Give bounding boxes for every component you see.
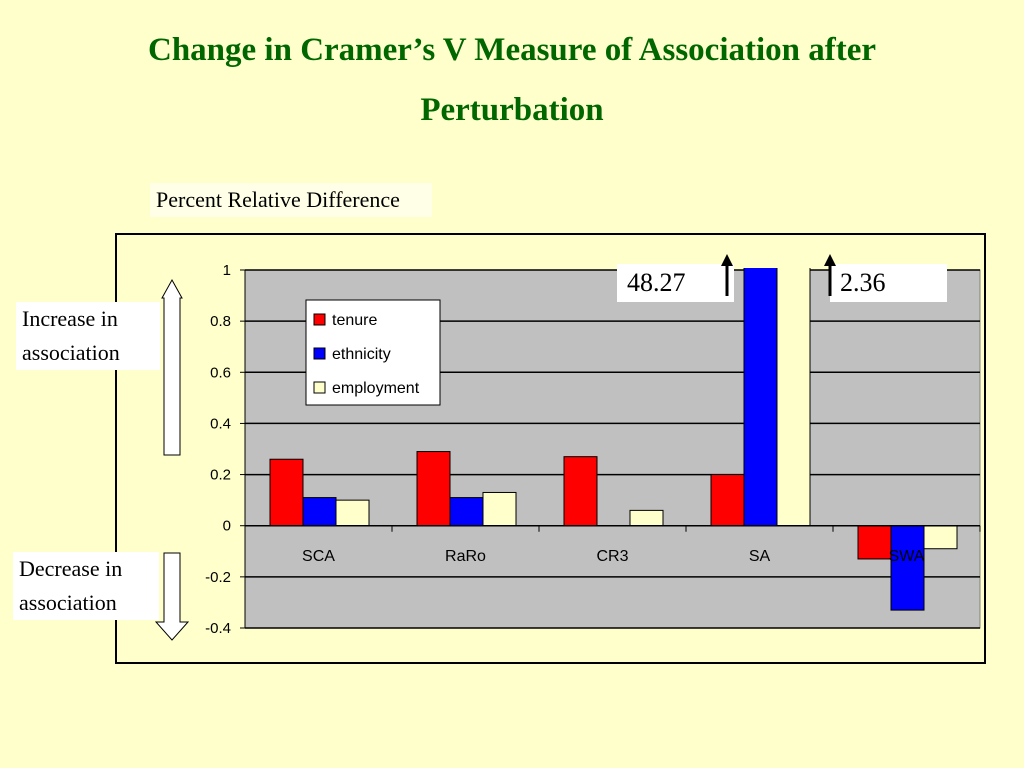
y-tick-label: 1 bbox=[223, 262, 231, 279]
bar bbox=[269, 458, 304, 527]
y-tick-label: 0 bbox=[223, 518, 231, 535]
overflow-arrowhead bbox=[824, 254, 836, 266]
overflow-label-box bbox=[830, 264, 947, 302]
bar bbox=[629, 509, 664, 527]
bar bbox=[563, 456, 598, 527]
decrease-arrow bbox=[154, 552, 190, 641]
legend-swatch bbox=[313, 347, 326, 360]
legend-label: tenure bbox=[332, 312, 377, 329]
value-label: 2.36 bbox=[840, 268, 886, 297]
bar bbox=[710, 474, 745, 527]
bars bbox=[269, 268, 958, 611]
x-tick-label: CR3 bbox=[596, 548, 628, 565]
bar bbox=[776, 268, 811, 527]
legend: tenure ethnicity employment bbox=[305, 299, 441, 406]
overflow-arrowhead bbox=[721, 254, 733, 266]
bar bbox=[890, 525, 925, 611]
bar bbox=[923, 525, 958, 550]
annotation: Increase in association bbox=[16, 302, 160, 370]
bar bbox=[449, 497, 484, 527]
y-tick-label: -0.2 bbox=[205, 569, 231, 586]
legend-label: employment bbox=[332, 380, 420, 397]
overflow-label-box bbox=[617, 264, 734, 302]
y-axis-label: Percent Relative Difference bbox=[150, 183, 432, 217]
bar bbox=[302, 497, 337, 527]
bar bbox=[482, 491, 517, 527]
value-label: 48.27 bbox=[627, 268, 686, 297]
bar bbox=[416, 451, 451, 527]
x-tick-label: SCA bbox=[302, 548, 335, 565]
bar bbox=[335, 499, 370, 527]
legend-swatch bbox=[313, 381, 326, 394]
legend-swatch bbox=[313, 313, 326, 326]
y-tick-label: 0.2 bbox=[210, 467, 231, 484]
y-tick-label: 0.8 bbox=[210, 313, 231, 330]
chart-title: Change in Cramer’s V Measure of Associat… bbox=[147, 32, 877, 128]
increase-arrow bbox=[161, 278, 183, 456]
y-tick-label: -0.4 bbox=[205, 620, 231, 637]
y-tick-label: 0.6 bbox=[210, 364, 231, 381]
bar bbox=[743, 268, 778, 527]
legend-box bbox=[305, 299, 441, 406]
chart-frame bbox=[115, 233, 986, 664]
x-tick-label: RaRo bbox=[445, 548, 486, 565]
y-tick-label: 0.4 bbox=[210, 415, 231, 432]
bar bbox=[857, 525, 892, 560]
x-tick-label: SA bbox=[749, 548, 771, 565]
legend-label: ethnicity bbox=[332, 346, 391, 363]
annotation: Decrease in association bbox=[13, 552, 159, 620]
x-tick-label: SWA bbox=[889, 548, 925, 565]
